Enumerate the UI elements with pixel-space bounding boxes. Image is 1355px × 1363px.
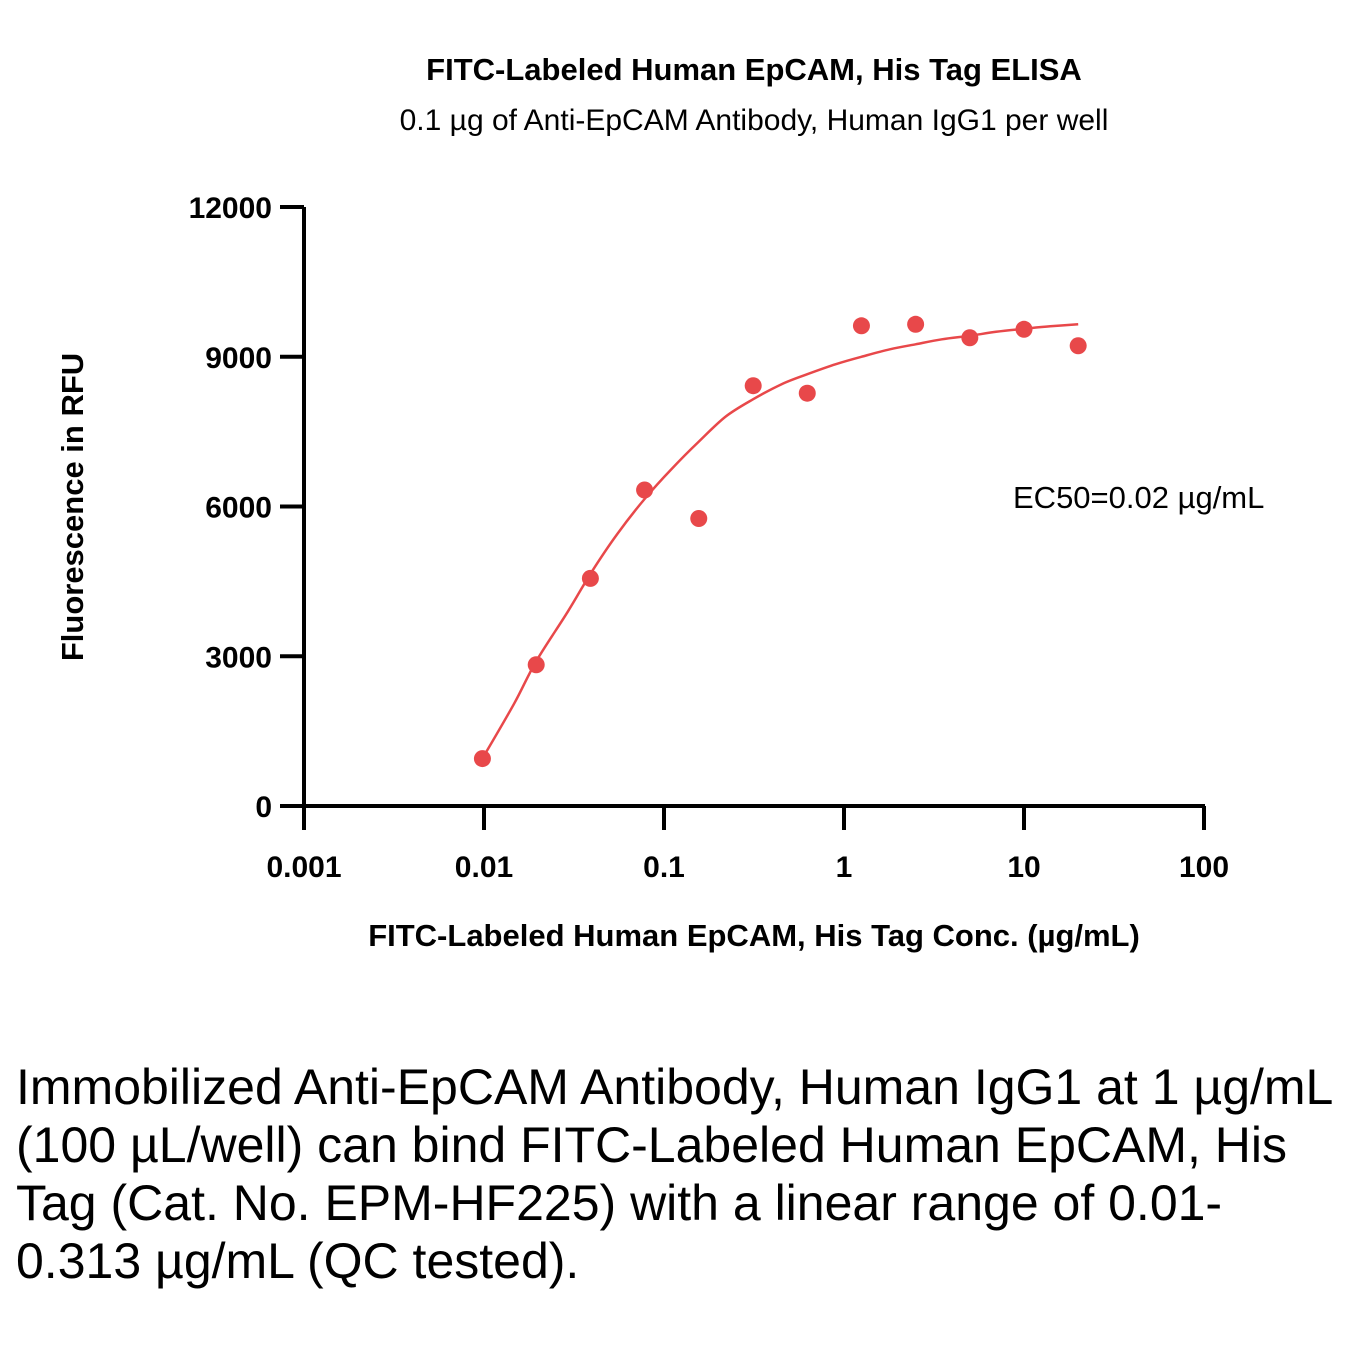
fit-curve [481, 323, 1079, 760]
x-tick-label: 0.1 [643, 851, 685, 884]
y-tick-label: 12000 [189, 192, 272, 225]
data-point [527, 656, 545, 674]
data-point [798, 384, 816, 402]
y-ticks: 0 3000 6000 9000 12000 [189, 192, 304, 824]
y-tick-label: 0 [255, 791, 272, 824]
data-point [961, 329, 979, 347]
data-point [1069, 337, 1087, 355]
data-point [636, 481, 654, 499]
y-tick-label: 3000 [205, 641, 272, 674]
data-point [852, 317, 870, 335]
data-point [581, 569, 599, 587]
x-tick-label: 0.001 [266, 851, 341, 884]
x-tick-label: 0.01 [455, 851, 513, 884]
figure-caption: Immobilized Anti-EpCAM Antibody, Human I… [16, 1059, 1332, 1289]
data-point [744, 377, 762, 395]
data-point [690, 509, 708, 527]
x-axis-label: FITC-Labeled Human EpCAM, His Tag Conc. … [368, 918, 1140, 953]
ec50-annotation: EC50=0.02 µg/mL [1013, 480, 1264, 515]
y-tick-label: 6000 [205, 492, 272, 525]
x-tick-label: 1 [836, 851, 853, 884]
x-ticks: 0.001 0.01 0.1 1 10 100 [266, 806, 1229, 884]
y-axis-label: Fluorescence in RFU [55, 353, 90, 661]
data-point [473, 750, 491, 768]
chart-subtitle: 0.1 µg of Anti-EpCAM Antibody, Human IgG… [400, 104, 1109, 137]
data-point [907, 315, 925, 333]
chart-title: FITC-Labeled Human EpCAM, His Tag ELISA [426, 52, 1082, 87]
x-tick-label: 10 [1007, 851, 1040, 884]
y-tick-label: 9000 [205, 342, 272, 375]
data-point [1015, 320, 1033, 338]
elisa-chart: FITC-Labeled Human EpCAM, His Tag ELISA … [55, 52, 1264, 953]
x-tick-label: 100 [1179, 851, 1229, 884]
data-points [473, 315, 1087, 768]
